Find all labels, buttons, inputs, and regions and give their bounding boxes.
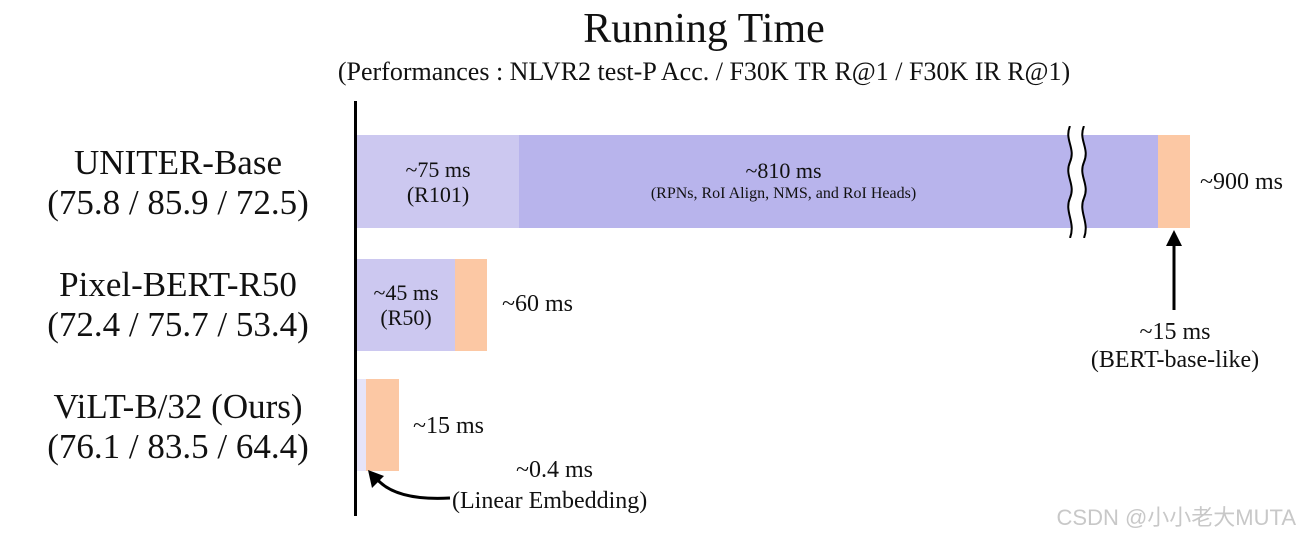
segment-time: ~75 ms: [405, 156, 471, 182]
model-scores: (72.4 / 75.7 / 53.4): [47, 305, 309, 344]
curved-arrow-icon: [368, 470, 451, 500]
model-name: ViLT-B/32 (Ours): [53, 387, 303, 426]
total-pixelbert: ~60 ms: [502, 291, 573, 317]
model-scores: (75.8 / 85.9 / 72.5): [47, 183, 309, 222]
bar-uniter-transformer: [1158, 135, 1190, 228]
annotation-note: (BERT-base-like): [1090, 347, 1260, 373]
annotation-linear-note: (Linear Embedding): [452, 488, 648, 514]
total-vilt: ~15 ms: [413, 413, 484, 439]
annotation-linear-time: ~0.4 ms: [516, 457, 593, 483]
segment-time: ~810 ms: [745, 158, 822, 183]
chart-title: Running Time: [583, 6, 825, 52]
label-uniter: UNITER-Base (75.8 / 85.9 / 72.5): [0, 143, 356, 223]
bar-vilt-transformer: [366, 379, 399, 471]
annotation-time: ~15 ms: [1139, 319, 1211, 345]
segment-time: ~45 ms: [373, 280, 439, 305]
annotation-bert: ~15 ms (BERT-base-like): [1075, 318, 1275, 374]
label-vilt: ViLT-B/32 (Ours) (76.1 / 83.5 / 64.4): [0, 387, 356, 467]
model-name: UNITER-Base: [73, 143, 282, 182]
model-name: Pixel-BERT-R50: [59, 265, 297, 304]
y-axis-line: [354, 101, 357, 516]
segment-note: (RPNs, RoI Align, NMS, and RoI Heads): [650, 185, 917, 202]
axis-break-icon: [1067, 126, 1087, 238]
bar-uniter-region-ops: ~810 ms (RPNs, RoI Align, NMS, and RoI H…: [519, 135, 1158, 228]
model-scores: (76.1 / 83.5 / 64.4): [47, 427, 309, 466]
bar-pixelbert-backbone: ~45 ms (R50): [357, 259, 455, 351]
bar-uniter-backbone: ~75 ms (R101): [357, 135, 519, 228]
segment-note: (R101): [406, 181, 470, 207]
bar-vilt-linear-embedding: [357, 379, 366, 471]
bar-pixelbert-transformer: [455, 259, 487, 351]
segment-note: (R50): [380, 305, 432, 330]
total-uniter: ~900 ms: [1200, 169, 1283, 195]
label-pixelbert: Pixel-BERT-R50 (72.4 / 75.7 / 53.4): [0, 265, 356, 345]
watermark: CSDN @小小老大MUTA: [1056, 505, 1296, 530]
chart-subtitle: (Performances : NLVR2 test-P Acc. / F30K…: [337, 57, 1071, 86]
arrow-up-icon: [1166, 230, 1182, 310]
